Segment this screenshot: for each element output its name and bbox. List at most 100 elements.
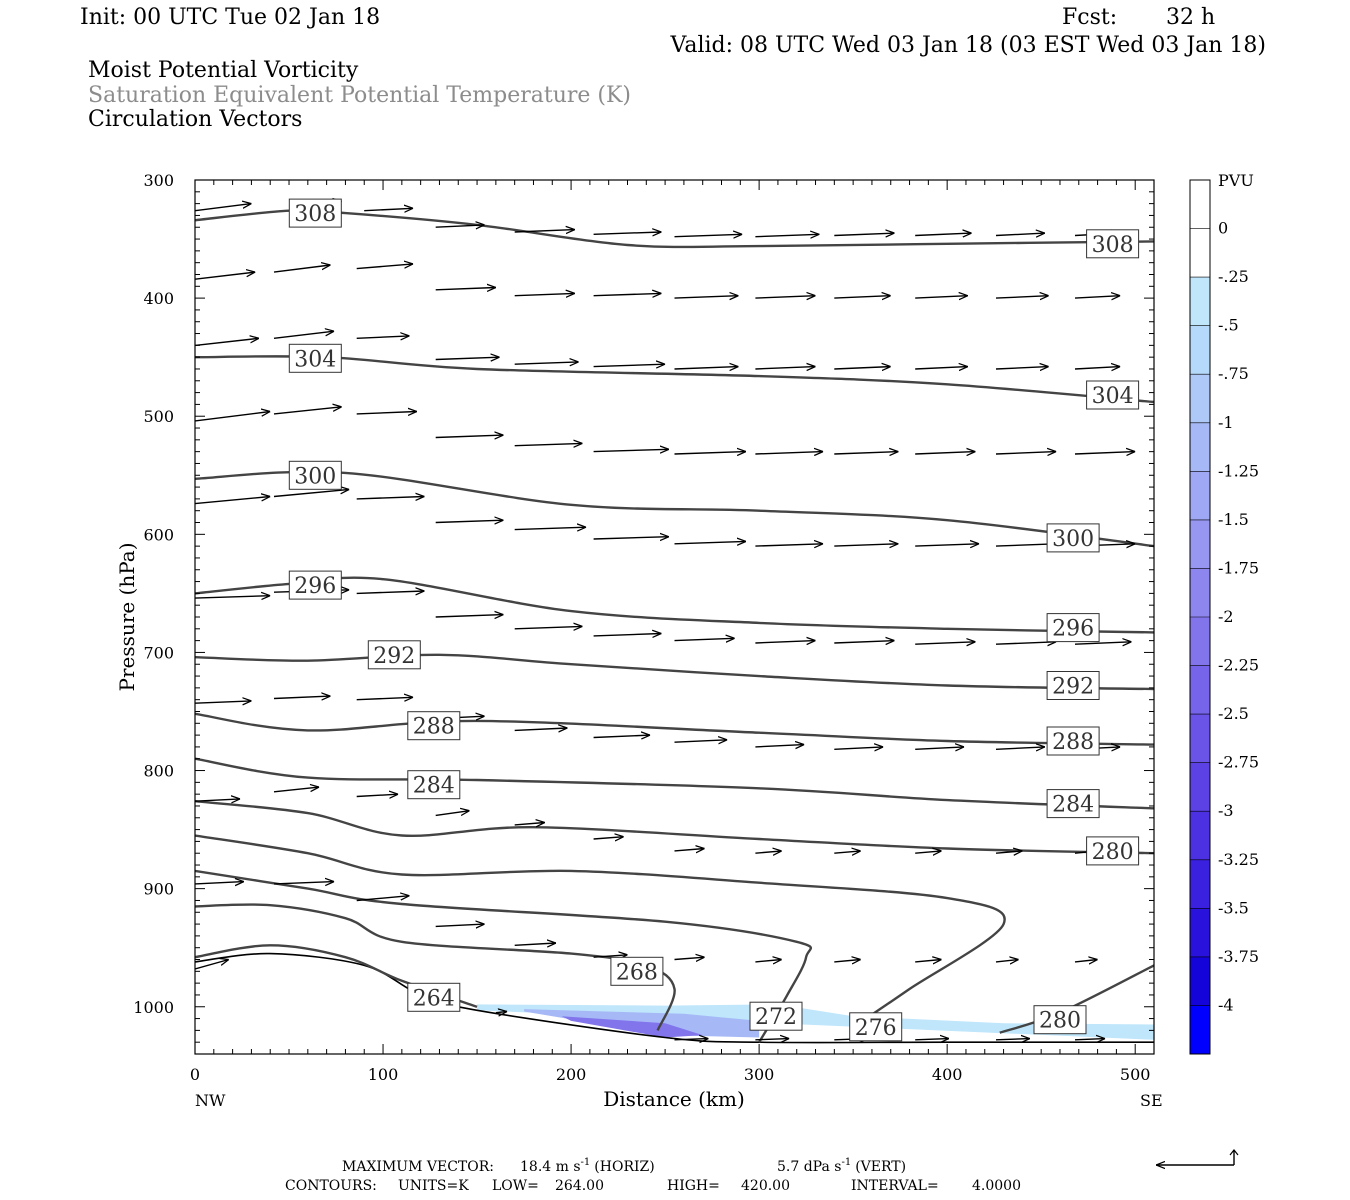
colorbar-swatch xyxy=(1190,665,1210,715)
colorbar-swatch xyxy=(1190,714,1210,763)
x-tick-label: 400 xyxy=(932,1065,963,1084)
circulation-vector xyxy=(755,745,804,747)
y-axis-title: Pressure (hPa) xyxy=(115,543,139,692)
pv-shading xyxy=(477,1004,1154,1040)
circulation-vector xyxy=(995,452,1056,454)
circulation-vector xyxy=(195,497,270,505)
colorbar-label: -1 xyxy=(1218,413,1234,432)
contour-label-272: 272 xyxy=(755,1005,797,1030)
circulation-vector xyxy=(995,851,1022,853)
contour-label-280: 280 xyxy=(1092,840,1134,865)
circulation-vector xyxy=(995,747,1045,749)
contour-label-276: 276 xyxy=(855,1016,897,1041)
x-tick-label: 0 xyxy=(190,1065,200,1084)
circulation-vector xyxy=(995,233,1045,235)
field-title-vectors: Circulation Vectors xyxy=(88,107,302,132)
circulation-vector xyxy=(593,837,624,839)
contour-276 xyxy=(195,834,1006,1022)
contour-label-box xyxy=(849,1012,903,1042)
y-tick-label: 700 xyxy=(143,643,174,662)
circulation-vector xyxy=(195,272,255,280)
max-vector-line: MAXIMUM VECTOR: 18.4 m s-1 (HORIZ) 5.7 dP… xyxy=(342,1157,906,1175)
colorbar-label: -.5 xyxy=(1218,316,1239,335)
circulation-vector xyxy=(915,1039,949,1040)
circulation-vector xyxy=(1074,296,1120,298)
x-tick-label: 300 xyxy=(744,1065,775,1084)
circulation-vector xyxy=(755,1039,789,1040)
x-tick-label: 200 xyxy=(556,1065,587,1084)
colorbar-label: -3.75 xyxy=(1218,947,1259,966)
circulation-vector xyxy=(1074,960,1098,962)
circulation-vector xyxy=(273,882,334,884)
contour-label-box xyxy=(288,460,342,490)
circulation-vector xyxy=(195,338,259,347)
colorbar-label: -.75 xyxy=(1218,364,1249,383)
circulation-vector xyxy=(593,634,662,636)
contour-info-line: CONTOURS: UNITS=K LOW= 264.00 HIGH= 420.… xyxy=(285,1178,1021,1194)
colorbar-swatch xyxy=(1190,374,1210,424)
circulation-vector xyxy=(834,544,898,546)
contour-label-box xyxy=(1046,726,1100,756)
circulation-vector xyxy=(834,851,860,853)
circulation-vector xyxy=(755,851,781,853)
x-end-label-se: SE xyxy=(1140,1091,1163,1110)
circulation-vector xyxy=(273,265,330,273)
y-tick-label: 300 xyxy=(143,171,174,190)
contour-268 xyxy=(195,903,676,1031)
colorbar-swatch xyxy=(1190,1005,1210,1055)
colorbar-swatch xyxy=(1190,325,1210,375)
circulation-vector xyxy=(514,527,586,529)
colorbar-swatch xyxy=(1190,617,1210,666)
contour-label-box xyxy=(1046,789,1100,819)
y-tick-label: 600 xyxy=(143,525,174,544)
theta-es-contours xyxy=(195,209,1154,1044)
circulation-vector xyxy=(593,735,651,737)
circulation-vector xyxy=(755,641,815,643)
circulation-vector xyxy=(273,407,342,415)
field-title-mpv: Moist Potential Vorticity xyxy=(88,58,359,83)
colorbar-label: -3 xyxy=(1218,801,1234,820)
colorbar-label: -4 xyxy=(1218,995,1234,1014)
circulation-vector xyxy=(356,264,413,270)
circulation-vector xyxy=(755,544,823,546)
circulation-vector xyxy=(356,497,425,499)
circulation-vector xyxy=(915,851,941,853)
circulation-vector xyxy=(755,960,781,962)
circulation-vector xyxy=(674,296,739,298)
x-tick-labels: 0 100 200 300 400 500 xyxy=(190,1065,1151,1084)
x-axis-title: Distance (km) xyxy=(603,1087,745,1111)
contour-labels: 308 308 304 304 300 300 296 296 292 292 288 288 284 2… xyxy=(288,198,1140,1042)
circulation-vector xyxy=(834,233,894,235)
circulation-vector xyxy=(1074,367,1120,369)
circulation-vector xyxy=(915,544,979,546)
x-tick-label: 500 xyxy=(1120,1065,1151,1084)
circulation-vector xyxy=(195,960,229,970)
colorbar-swatch xyxy=(1190,180,1210,229)
circulation-vector xyxy=(834,960,860,962)
contour-label-292: 292 xyxy=(373,644,415,669)
x-end-label-nw: NW xyxy=(195,1091,226,1110)
circulation-vector xyxy=(915,367,968,369)
circulation-vector xyxy=(514,626,583,628)
circulation-vector xyxy=(674,234,743,236)
contour-label-308: 308 xyxy=(294,202,336,227)
colorbar-swatch xyxy=(1190,422,1210,472)
colorbar-label: -1.25 xyxy=(1218,461,1259,480)
colorbar-swatch xyxy=(1190,277,1210,326)
circulation-vector xyxy=(514,823,545,825)
contour-label-box xyxy=(1046,613,1100,643)
colorbar-label: -1.5 xyxy=(1218,510,1249,529)
init-time: Init: 00 UTC Tue 02 Jan 18 xyxy=(80,5,380,30)
circulation-vector xyxy=(995,642,1056,644)
colorbar-label: -2.5 xyxy=(1218,704,1249,723)
contour-label-264: 264 xyxy=(413,986,455,1011)
circulation-vector xyxy=(593,537,669,539)
circulation-vector xyxy=(915,452,975,454)
circulation-vector xyxy=(273,331,334,339)
reference-vector xyxy=(1156,1149,1239,1165)
y-tick-label: 400 xyxy=(143,289,174,308)
contour-label-304: 304 xyxy=(294,347,336,372)
circulation-vector xyxy=(273,489,349,498)
pv-region xyxy=(561,1016,703,1038)
circulation-vector xyxy=(995,367,1049,369)
